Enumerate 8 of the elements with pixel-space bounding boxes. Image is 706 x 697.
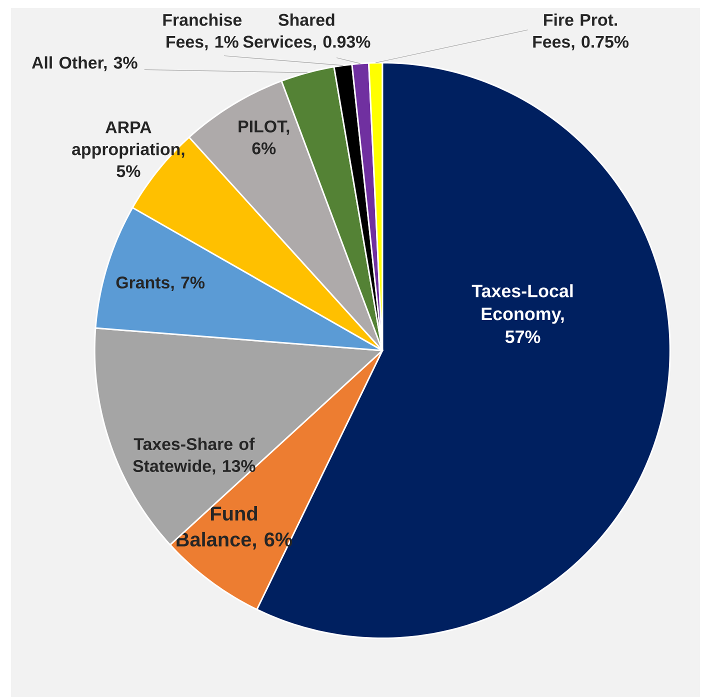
slice-label: Grants, 7% — [116, 276, 205, 291]
slice-label: Taxes-Local Economy, 57% — [472, 284, 573, 344]
slice-label: All Other, 3% — [32, 56, 138, 72]
slice-label: Shared Services, 0.93% — [243, 13, 370, 50]
slice-label: Fire Prot. Fees, 0.75% — [533, 13, 629, 50]
slice-label: Taxes-Share of Statewide, 13% — [133, 438, 256, 474]
slice-label: Franchise Fees, 1% — [163, 13, 242, 50]
slice-label: PILOT, 6% — [238, 120, 290, 154]
